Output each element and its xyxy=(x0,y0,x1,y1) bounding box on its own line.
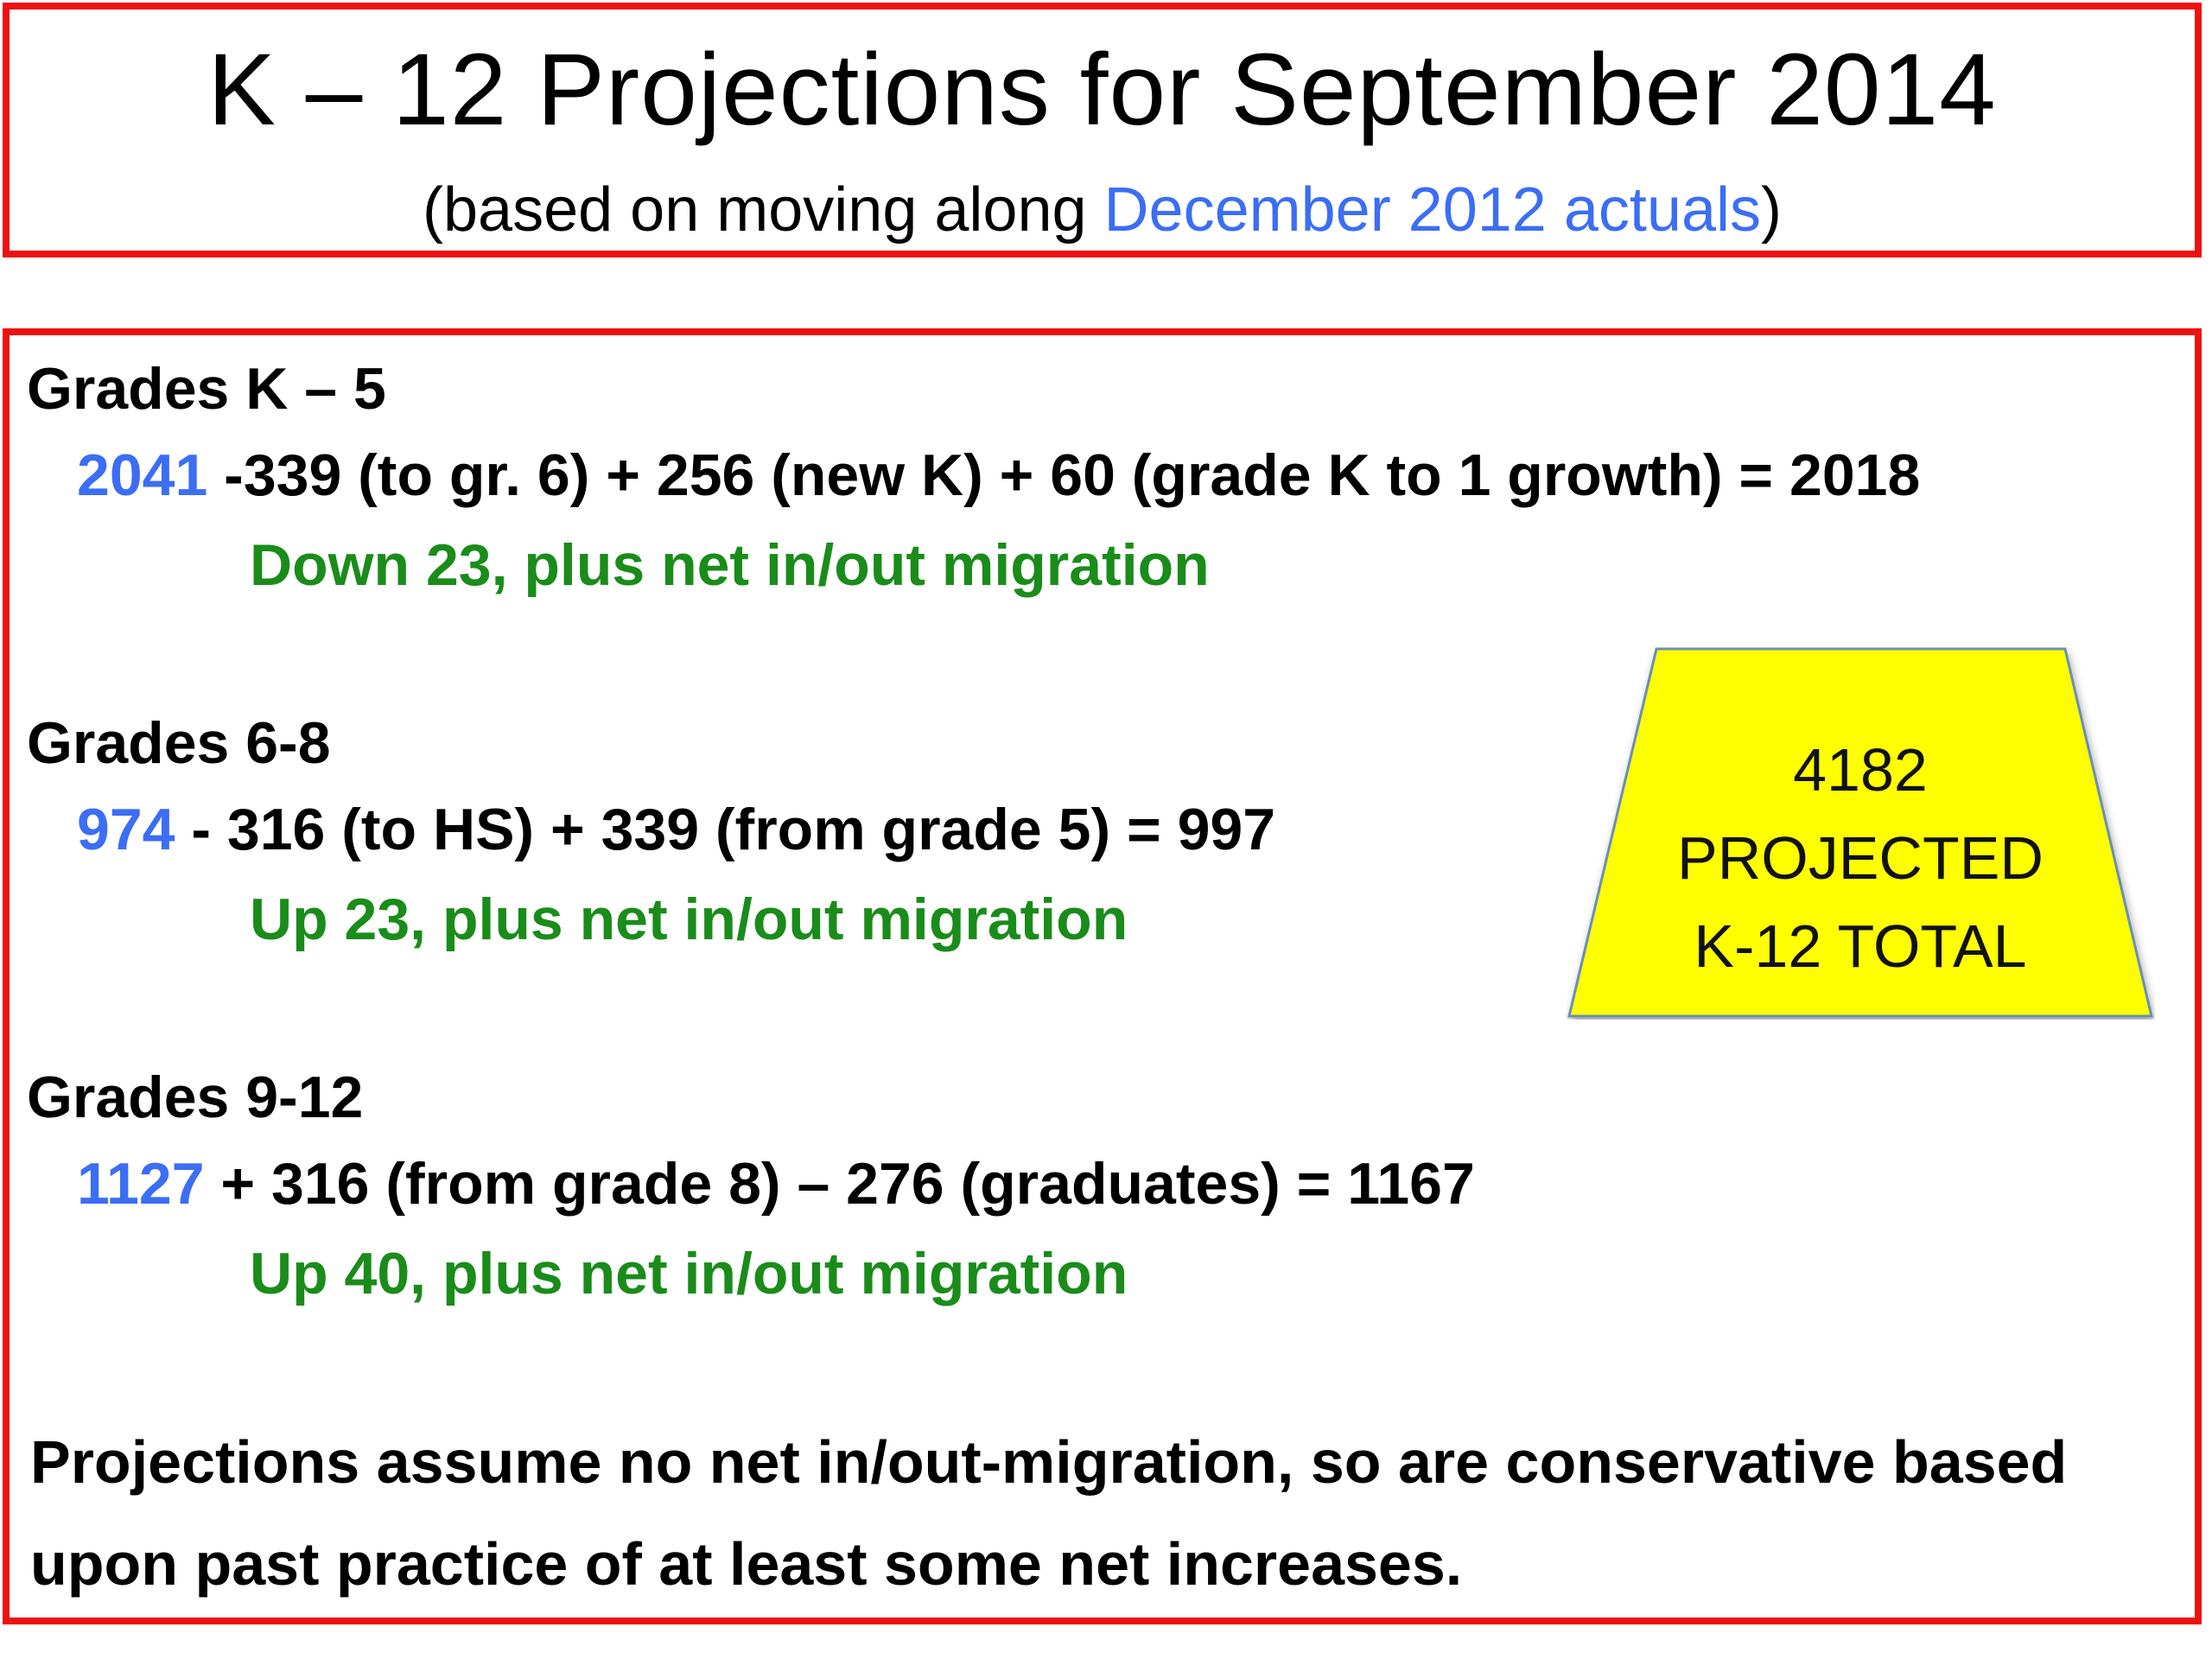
equation-text-k5: -339 (to gr. 6) + 256 (new K) + 60 (grad… xyxy=(207,442,1921,508)
section-heading-6-8: Grades 6-8 xyxy=(27,710,331,776)
page-subtitle: (based on moving along December 2012 act… xyxy=(10,174,2195,246)
section-heading-k5: Grades K – 5 xyxy=(27,356,386,422)
page-title: K – 12 Projections for September 2014 xyxy=(207,33,1997,147)
callout-text: 4182 PROJECTED K-12 TOTAL xyxy=(1566,726,2155,990)
start-value-9-12: 1127 xyxy=(77,1151,205,1217)
section-note-6-8: Up 23, plus net in/out migration xyxy=(250,887,1128,952)
equation-text-6-8: - 316 (to HS) + 339 (from grade 5) = 997 xyxy=(175,797,1276,862)
section-heading-9-12: Grades 9-12 xyxy=(27,1065,364,1130)
section-note-k5: Down 23, plus net in/out migration xyxy=(250,532,1210,598)
total-callout: 4182 PROJECTED K-12 TOTAL xyxy=(1566,646,2155,1020)
section-note-9-12: Up 40, plus net in/out migration xyxy=(250,1241,1128,1306)
trapezoid-shape xyxy=(1567,647,2153,1018)
callout-label-total: K-12 TOTAL xyxy=(1694,912,2027,980)
start-value-6-8: 974 xyxy=(77,797,175,862)
callout-label-projected: PROJECTED xyxy=(1677,824,2044,892)
section-equation-6-8: 974 - 316 (to HS) + 339 (from grade 5) =… xyxy=(77,795,1275,864)
section-equation-9-12: 1127 + 316 (from grade 8) – 276 (graduat… xyxy=(77,1149,1475,1218)
title-box: K – 12 Projections for September 2014 (b… xyxy=(3,3,2202,257)
footnote: Projections assume no net in/out-migrati… xyxy=(30,1428,2068,1598)
projections-panel: Grades K – 5 2041 -339 (to gr. 6) + 256 … xyxy=(3,328,2202,1624)
section-equation-k5: 2041 -339 (to gr. 6) + 256 (new K) + 60 … xyxy=(77,441,1920,510)
start-value-k5: 2041 xyxy=(77,442,208,508)
equation-text-9-12: + 316 (from grade 8) – 276 (graduates) =… xyxy=(204,1151,1475,1217)
callout-total-value: 4182 xyxy=(1793,736,1928,804)
subtitle-suffix: ) xyxy=(1760,175,1782,245)
subtitle-highlight: December 2012 actuals xyxy=(1103,175,1761,245)
subtitle-prefix: (based on moving along xyxy=(423,175,1104,245)
